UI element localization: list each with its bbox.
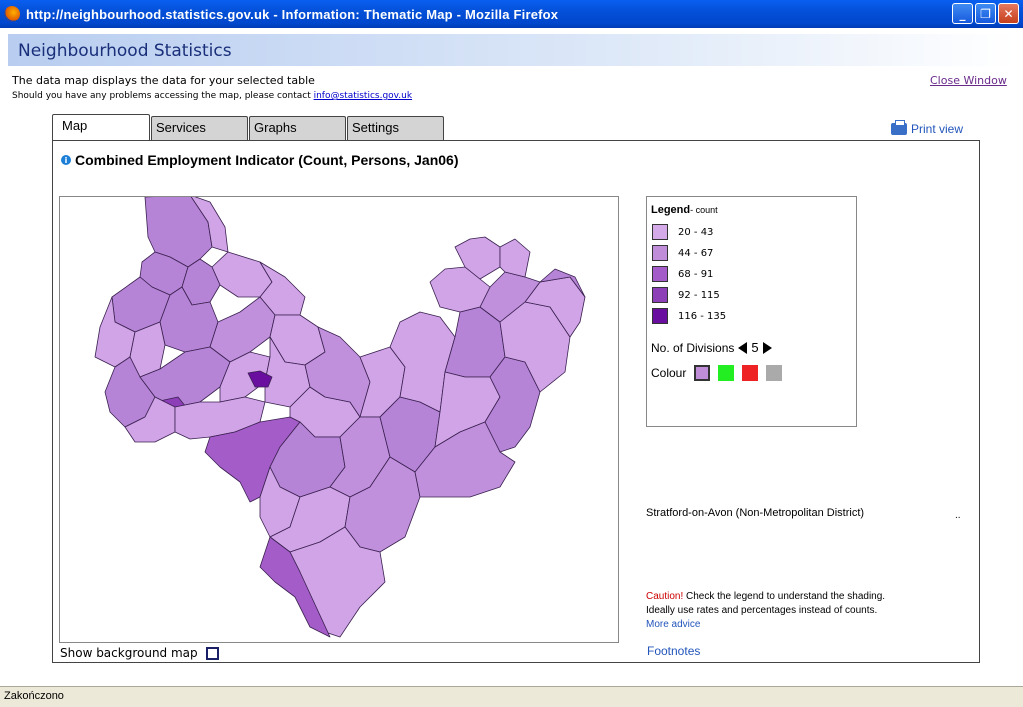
colour-option-green[interactable] [718, 365, 735, 381]
footnotes-link[interactable]: Footnotes [647, 644, 701, 658]
legend-swatch [652, 245, 668, 261]
window-title: http://neighbourhood.statistics.gov.uk -… [26, 6, 559, 22]
legend-swatch [652, 308, 668, 324]
map-region[interactable] [259, 536, 331, 638]
legend-box: Legend- count 20 - 43 44 - 67 68 - 91 92… [646, 196, 857, 427]
tab-services[interactable]: Services [151, 116, 248, 140]
colour-option-grey[interactable] [766, 365, 783, 381]
legend-swatch [652, 224, 668, 240]
map-region[interactable] [389, 311, 456, 413]
tab-settings[interactable]: Settings [347, 116, 444, 140]
show-background-checkbox[interactable] [205, 646, 219, 660]
legend-range-2: 44 - 67 [652, 245, 713, 261]
window-titlebar: http://neighbourhood.statistics.gov.uk -… [0, 0, 1023, 28]
legend-range-label: 116 - 135 [678, 310, 727, 322]
caution-text-1: Check the legend to understand the shadi… [683, 591, 886, 602]
caution-note: Caution! Check the legend to understand … [646, 590, 946, 632]
map-region[interactable] [211, 251, 273, 298]
divisions-label: No. of Divisions [651, 340, 735, 355]
more-advice-link[interactable]: More advice [646, 619, 701, 630]
minimize-button[interactable]: _ [952, 3, 973, 24]
thematic-map[interactable] [59, 196, 619, 643]
legend-range-1: 20 - 43 [652, 224, 713, 240]
legend-title-text: Legend [651, 204, 691, 216]
map-region[interactable] [539, 268, 586, 298]
caution-word: Caution! [646, 591, 684, 602]
map-region[interactable] [209, 296, 276, 363]
close-window-button[interactable]: ✕ [998, 3, 1019, 24]
colour-picker: Colour [651, 365, 783, 381]
legend-range-label: 20 - 43 [678, 226, 714, 238]
close-window-link[interactable]: Close Window [930, 74, 1007, 87]
print-view-label: Print view [911, 122, 964, 136]
legend-range-label: 68 - 91 [678, 268, 714, 280]
show-background-toggle[interactable]: Show background map [60, 646, 219, 660]
colour-label: Colour [651, 366, 687, 380]
site-title: Neighbourhood Statistics [18, 41, 232, 61]
selected-area-value: .. [955, 510, 961, 521]
map-region[interactable] [479, 271, 541, 323]
contact-text: Should you have any problems accessing t… [12, 91, 412, 101]
contact-email-link[interactable]: info@statistics.gov.uk [313, 91, 413, 101]
restore-button[interactable]: ❐ [975, 3, 996, 24]
heading-text: Combined Employment Indicator (Count, Pe… [75, 152, 459, 168]
decrease-divisions-icon[interactable] [738, 341, 748, 354]
tab-map[interactable]: Map [52, 114, 150, 140]
legend-title: Legend- count [651, 204, 718, 216]
divisions-value: 5 [751, 340, 759, 355]
show-background-label: Show background map [60, 646, 198, 660]
map-region[interactable] [429, 266, 491, 313]
status-text: Zakończono [4, 690, 64, 702]
map-region[interactable] [139, 346, 231, 408]
colour-option-purple[interactable] [694, 365, 711, 381]
legend-range-4: 92 - 115 [652, 287, 720, 303]
legend-range-label: 92 - 115 [678, 289, 720, 301]
map-heading: i Combined Employment Indicator (Count, … [61, 152, 459, 168]
legend-range-5: 116 - 135 [652, 308, 726, 324]
colour-option-red[interactable] [742, 365, 759, 381]
legend-swatch [652, 287, 668, 303]
legend-swatch [652, 266, 668, 282]
header-band [8, 34, 1015, 66]
map-canvas[interactable] [60, 197, 619, 643]
info-icon[interactable]: i [61, 155, 71, 165]
increase-divisions-icon[interactable] [762, 341, 772, 354]
legend-range-label: 44 - 67 [678, 247, 714, 259]
tab-graphs[interactable]: Graphs [249, 116, 346, 140]
printer-icon [891, 120, 907, 135]
status-bar: Zakończono [0, 686, 1023, 707]
contact-prefix: Should you have any problems accessing t… [12, 91, 314, 101]
divisions-control: No. of Divisions 5 [651, 340, 772, 355]
map-region[interactable] [414, 421, 516, 498]
map-region[interactable] [499, 238, 531, 278]
print-view-link[interactable]: Print view [891, 120, 964, 136]
caution-text-2: Ideally use rates and percentages instea… [646, 605, 878, 616]
selected-area-name: Stratford-on-Avon (Non-Metropolitan Dist… [646, 507, 865, 519]
firefox-icon [4, 6, 20, 22]
legend-unit: - count [690, 205, 718, 215]
intro-text: The data map displays the data for your … [12, 74, 315, 87]
map-region[interactable] [247, 370, 273, 388]
legend-range-3: 68 - 91 [652, 266, 713, 282]
